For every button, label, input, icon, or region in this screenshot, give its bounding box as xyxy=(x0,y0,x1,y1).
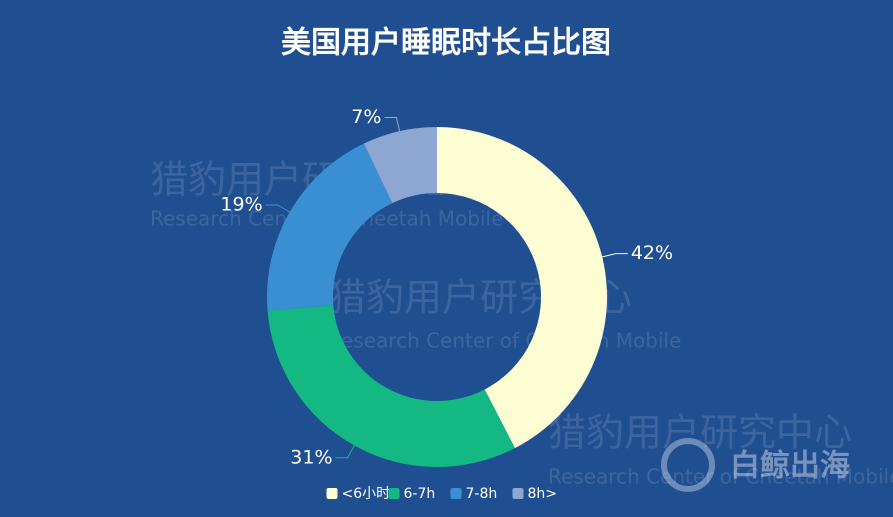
data-label: 7% xyxy=(351,106,381,128)
data-label: 19% xyxy=(220,194,262,216)
data-label: 42% xyxy=(631,242,673,264)
leader-line xyxy=(265,204,291,213)
plot: 42% 31% 19% 7% xyxy=(220,106,673,468)
donut-segment xyxy=(267,305,515,467)
watermark-en: Research Center of Cheetah Mobile xyxy=(548,465,893,489)
legend-label: 7-8h xyxy=(466,486,498,502)
data-label: 31% xyxy=(290,446,332,468)
watermark-cn: 猎豹用户研究中心 xyxy=(548,411,852,455)
legend: <6小时 6-7h 7-8h 8h> xyxy=(326,486,558,502)
legend-label: <6小时 xyxy=(342,486,391,502)
legend-swatch xyxy=(388,488,400,499)
donut-segment xyxy=(437,127,608,449)
legend-swatch xyxy=(512,488,524,499)
legend-label: 6-7h xyxy=(404,486,436,502)
brand-logo xyxy=(661,438,715,492)
legend-swatch xyxy=(326,488,338,499)
donut-segment xyxy=(267,143,393,311)
legend-label: 8h> xyxy=(528,486,558,502)
donut-segment xyxy=(363,127,437,204)
chart-title: 美国用户睡眠时长占比图 xyxy=(281,26,611,61)
legend-swatch xyxy=(450,488,462,499)
leader-line xyxy=(384,117,401,132)
leader-line xyxy=(335,445,355,459)
leader-line xyxy=(602,253,628,258)
brand-name: 白鲸出海 xyxy=(730,449,850,484)
watermark-en: Research Center of Cheetah Mobile xyxy=(328,329,681,353)
